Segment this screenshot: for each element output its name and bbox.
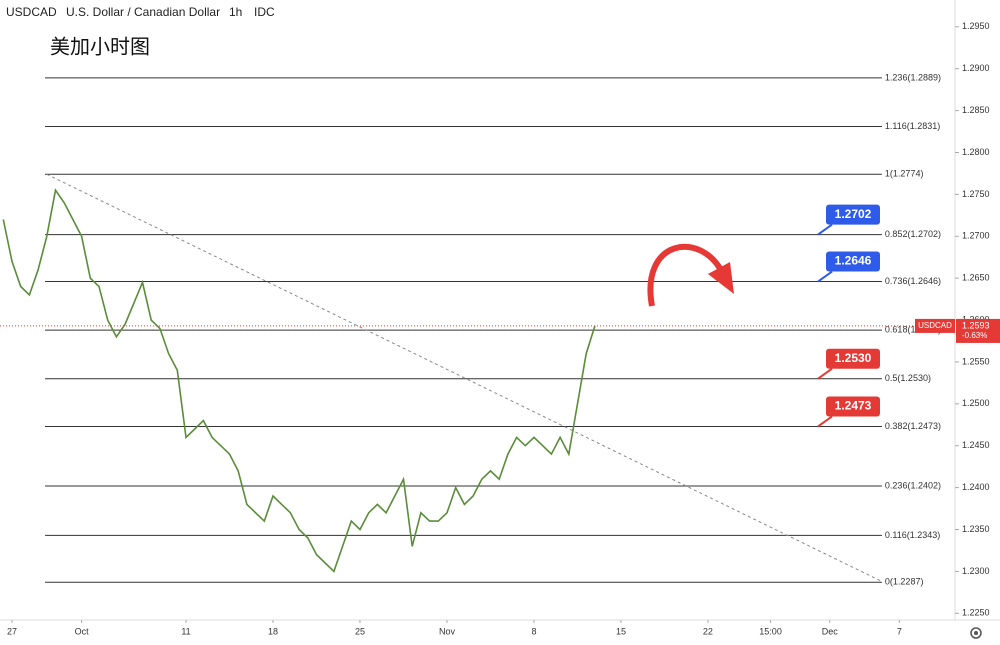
y-tick-label: 1.2700 <box>962 231 990 241</box>
x-tick-label: 25 <box>355 626 365 636</box>
callout-pointer <box>817 415 833 428</box>
trendline <box>46 173 881 582</box>
fib-label: 0.382(1.2473) <box>885 421 941 431</box>
fib-label: 0.5(1.2530) <box>885 373 931 383</box>
callout-box <box>826 251 880 272</box>
x-tick-label: 15 <box>616 626 626 636</box>
x-tick-label: 7 <box>897 626 902 636</box>
fib-label: 0.116(1.2343) <box>885 530 940 540</box>
y-tick-label: 1.2350 <box>962 524 990 534</box>
x-tick-label: 18 <box>268 626 278 636</box>
callout-pointer <box>817 270 833 283</box>
y-tick-label: 1.2250 <box>962 608 990 618</box>
instrument-name: U.S. Dollar / Canadian Dollar <box>66 5 220 19</box>
y-tick-label: 1.2450 <box>962 440 990 450</box>
x-tick-label: 8 <box>531 626 536 636</box>
fib-label: 1.236(1.2889) <box>885 72 941 82</box>
fib-label: 0(1.2287) <box>885 577 924 587</box>
y-tick-label: 1.2800 <box>962 147 990 157</box>
price-change-label: -0.63% <box>962 331 987 340</box>
x-tick-label: Nov <box>439 626 456 636</box>
fib-label: 1(1.2774) <box>885 169 924 179</box>
y-tick-label: 1.2500 <box>962 398 990 408</box>
symbol: USDCAD <box>6 5 57 19</box>
fib-label: 0.736(1.2646) <box>885 276 941 286</box>
y-tick-label: 1.2550 <box>962 356 990 366</box>
callout-box <box>826 348 880 369</box>
x-tick-label: Oct <box>75 626 90 636</box>
symbol-tag <box>915 318 955 333</box>
symbol-tag-label: USDCAD <box>918 321 952 330</box>
x-tick-label: 11 <box>181 626 190 636</box>
y-tick-label: 1.2650 <box>962 273 990 283</box>
y-tick-label: 1.2900 <box>962 63 990 73</box>
fib-label: 0.618(1.2588) <box>885 324 941 334</box>
callout-pointer <box>817 223 833 236</box>
callout-label: 1.2702 <box>835 207 872 221</box>
price-tag <box>956 318 1000 343</box>
fib-label: 0.236(1.2402) <box>885 480 941 490</box>
callout-box <box>826 204 880 225</box>
y-tick-label: 1.2950 <box>962 21 990 31</box>
plot: 1.236(1.2889) 1.116(1.2831) 1(1.2774) 0.852… <box>2 72 941 587</box>
source: IDC <box>254 5 275 19</box>
forecast-arrow <box>647 243 725 307</box>
interval: 1h <box>229 5 242 19</box>
callout-label: 1.2530 <box>835 351 872 365</box>
y-tick-label: 1.2300 <box>962 566 990 576</box>
callout-label: 1.2473 <box>835 399 872 413</box>
x-tick-label: 15:00 <box>759 626 782 636</box>
chart-title: 美加小时图 <box>50 35 150 58</box>
fib-label: 0.852(1.2702) <box>885 229 941 239</box>
x-tick-label: 27 <box>7 626 17 636</box>
x-tick-label: 22 <box>703 626 713 636</box>
callout-pointer <box>817 367 833 380</box>
price-tag-label: 1.2593 <box>962 320 990 330</box>
y-tick-label: 1.2850 <box>962 105 990 115</box>
x-tick-label: Dec <box>822 626 839 636</box>
y-tick-label: 1.2400 <box>962 482 990 492</box>
y-tick-label: 1.2750 <box>962 189 990 199</box>
price-line <box>2 188 596 573</box>
callout-label: 1.2646 <box>835 254 872 268</box>
callout-box <box>826 396 880 417</box>
settings-icon[interactable] <box>970 627 982 639</box>
arrow-head <box>708 262 734 294</box>
fib-label: 1.116(1.2831) <box>885 121 940 131</box>
